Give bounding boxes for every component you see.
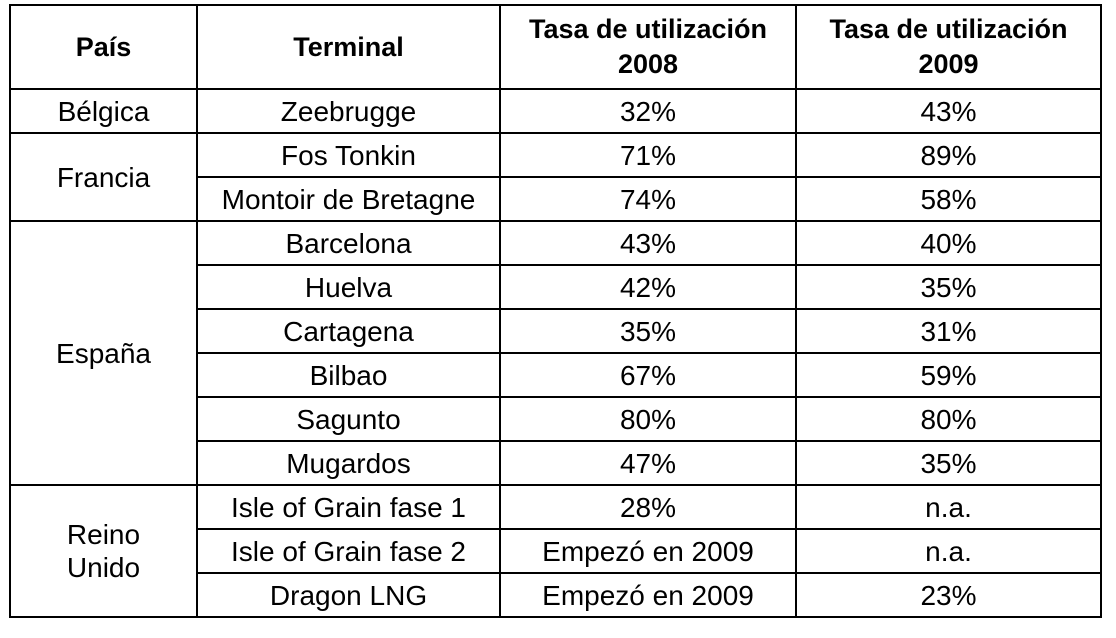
tasa-2009-cell: 58% [795,176,1102,222]
header-row: País Terminal Tasa de utilización 2008 T… [9,4,1102,90]
table-row: Sagunto 80% 80% [10,396,1102,442]
terminal-cell: Fos Tonkin [196,132,501,178]
table-row: Montoir de Bretagne 74% 58% [10,176,1102,222]
tasa-2009-cell: n.a. [795,528,1102,574]
tasa-2008-cell: 35% [499,308,797,354]
tasa-2009-cell: n.a. [795,484,1102,530]
terminal-cell: Sagunto [196,396,501,442]
tasa-2009-cell: 23% [795,572,1102,618]
table-row: Mugardos 47% 35% [10,440,1102,486]
table-row: Bilbao 67% 59% [10,352,1102,398]
table-row: Bélgica Zeebrugge 32% 43% [9,88,1102,134]
tasa-2009-cell: 35% [795,264,1102,310]
table-row: Reino Unido Isle of Grain fase 1 28% n.a. [9,484,1102,618]
table-row: Isle of Grain fase 2 Empezó en 2009 n.a. [10,528,1102,574]
terminal-cell: Zeebrugge [196,88,501,134]
header-pais: País [9,4,198,90]
terminal-cell: Cartagena [196,308,501,354]
tasa-2009-cell: 35% [795,440,1102,486]
table-row: España Barcelona 43% 40% [9,220,1102,486]
terminal-cell: Isle of Grain fase 1 [196,484,501,530]
tasa-2008-cell: 67% [499,352,797,398]
country-cell: España [9,220,198,486]
utilization-table: País Terminal Tasa de utilización 2008 T… [9,4,1102,618]
tasa-2008-cell: Empezó en 2009 [499,572,797,618]
tasa-2009-cell: 40% [795,220,1102,266]
tasa-2008-cell: 47% [499,440,797,486]
country-cell: Reino Unido [9,484,198,618]
terminal-cell: Dragon LNG [196,572,501,618]
table-row: Huelva 42% 35% [10,264,1102,310]
terminal-cell: Huelva [196,264,501,310]
header-terminal: Terminal [196,4,501,90]
terminal-cell: Bilbao [196,352,501,398]
tasa-2008-cell: 42% [499,264,797,310]
terminal-cell: Barcelona [196,220,501,266]
country-cell: Bélgica [9,88,198,134]
tasa-2008-cell: 43% [499,220,797,266]
tasa-2008-cell: 74% [499,176,797,222]
header-tasa-2008: Tasa de utilización 2008 [499,4,797,90]
table-row: Dragon LNG Empezó en 2009 23% [10,572,1102,618]
tasa-2009-cell: 31% [795,308,1102,354]
tasa-2008-cell: 28% [499,484,797,530]
header-tasa-2009: Tasa de utilización 2009 [795,4,1102,90]
tasa-2008-cell: 71% [499,132,797,178]
terminal-cell: Mugardos [196,440,501,486]
tasa-2009-cell: 59% [795,352,1102,398]
tasa-2008-cell: 80% [499,396,797,442]
tasa-2009-cell: 89% [795,132,1102,178]
country-cell: Francia [9,132,198,222]
terminal-cell: Isle of Grain fase 2 [196,528,501,574]
tasa-2008-cell: 32% [499,88,797,134]
terminal-cell: Montoir de Bretagne [196,176,501,222]
tasa-2009-cell: 80% [795,396,1102,442]
tasa-2008-cell: Empezó en 2009 [499,528,797,574]
table-row: Cartagena 35% 31% [10,308,1102,354]
tasa-2009-cell: 43% [795,88,1102,134]
table-body: Bélgica Zeebrugge 32% 43% Francia Fos Tonkin 7… [9,88,1102,618]
table-row: Francia Fos Tonkin 71% 89% [9,132,1102,222]
